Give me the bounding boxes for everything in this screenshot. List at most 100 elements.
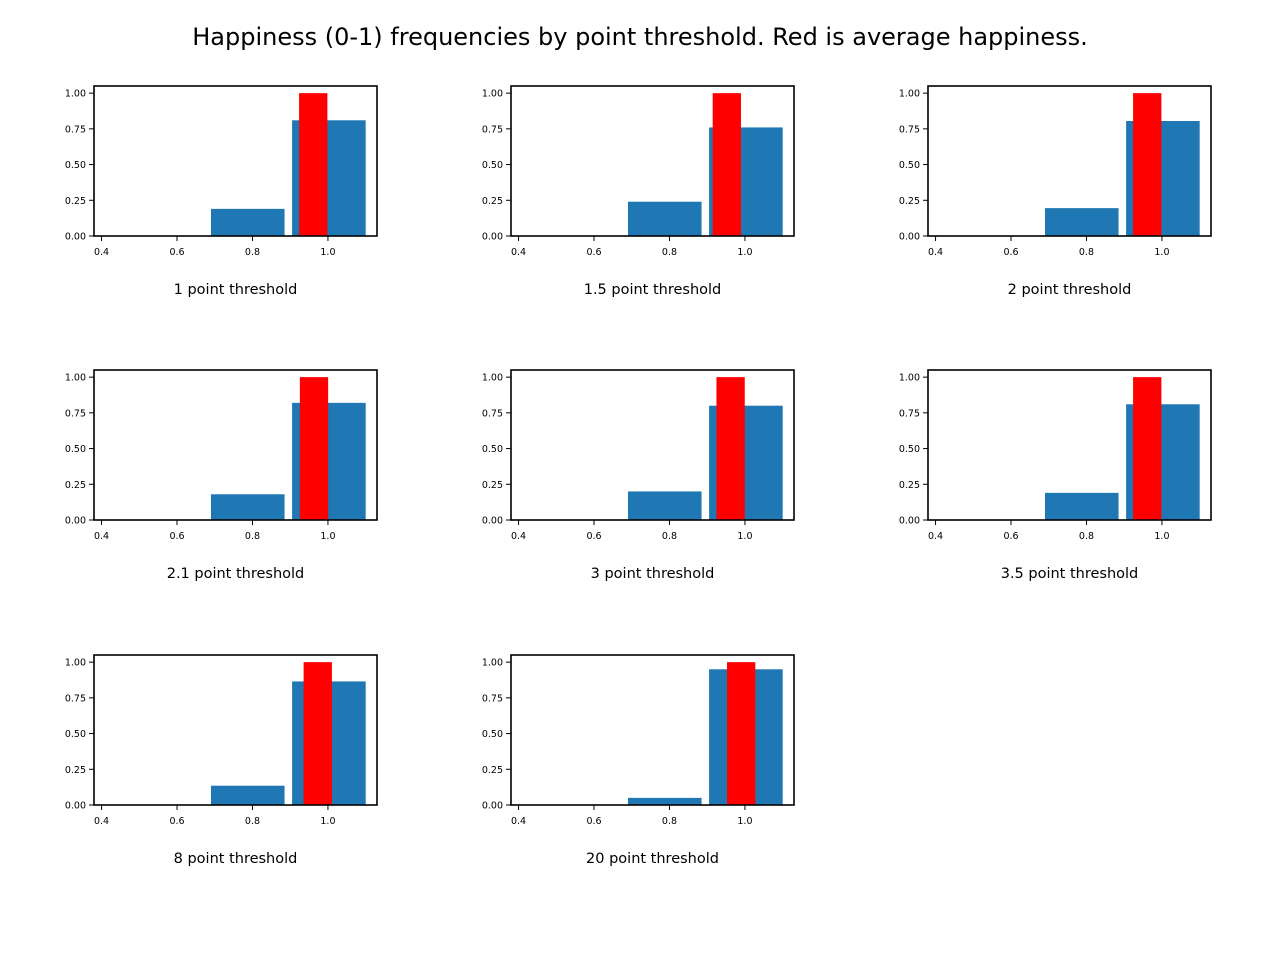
y-tick-label: 0.25 <box>65 480 86 491</box>
y-tick-label: 1.00 <box>482 373 503 384</box>
x-tick-label: 0.6 <box>586 247 601 258</box>
x-tick-label: 1.0 <box>1154 531 1169 542</box>
histogram-bar <box>1044 492 1119 520</box>
subplot-5: 0.00 0.25 0.50 0.75 1.00 0.4 0.6 0.8 1.0 3 point … <box>482 369 795 582</box>
x-tick-label: 0.4 <box>511 247 526 258</box>
x-axis-label: 1 point threshold <box>174 282 298 298</box>
histogram-bar <box>210 208 285 236</box>
axes-frame <box>510 85 795 237</box>
x-tick-label: 0.6 <box>1003 531 1018 542</box>
x-tick-label: 0.4 <box>928 247 943 258</box>
y-tick-label: 1.00 <box>65 373 86 384</box>
y-tick-label: 0.00 <box>482 801 503 812</box>
x-tick-label: 0.8 <box>1079 531 1094 542</box>
average-bar <box>716 377 745 520</box>
y-tick-label: 0.25 <box>65 765 86 776</box>
y-tick-label: 0.00 <box>899 232 920 243</box>
average-bar <box>712 93 741 237</box>
y-tick-label: 0.25 <box>482 196 503 207</box>
y-tick-label: 0.75 <box>482 693 503 704</box>
subplot-6: 0.00 0.25 0.50 0.75 1.00 0.4 0.6 0.8 1.0 3.5 poin… <box>899 369 1212 582</box>
y-tick-label: 0.75 <box>65 408 86 419</box>
y-tick-label: 0.75 <box>65 124 86 135</box>
x-tick-label: 0.8 <box>245 531 260 542</box>
histogram-bar <box>627 201 702 236</box>
x-tick-label: 0.6 <box>586 816 601 827</box>
x-tick-label: 0.6 <box>169 816 184 827</box>
y-tick-label: 0.25 <box>482 480 503 491</box>
y-tick-label: 0.00 <box>65 516 86 527</box>
average-bar <box>299 377 329 520</box>
histogram-bar <box>627 797 702 805</box>
average-bar <box>1133 93 1162 237</box>
x-tick-label: 0.8 <box>662 247 677 258</box>
x-tick-label: 0.6 <box>1003 247 1018 258</box>
average-bar <box>303 662 332 805</box>
subplot-8: 0.00 0.25 0.50 0.75 1.00 0.4 0.6 0.8 1.0 20 point… <box>482 654 795 867</box>
x-tick-label: 1.0 <box>320 531 335 542</box>
x-tick-label: 0.4 <box>511 816 526 827</box>
y-tick-label: 0.00 <box>482 516 503 527</box>
subplot-7: 0.00 0.25 0.50 0.75 1.00 0.4 0.6 0.8 1.0 8 point … <box>65 654 378 867</box>
y-tick-label: 0.50 <box>482 729 503 740</box>
axes-frame <box>93 654 378 806</box>
y-tick-label: 0.00 <box>65 232 86 243</box>
y-tick-label: 0.50 <box>482 160 503 171</box>
x-tick-label: 0.8 <box>662 531 677 542</box>
subplot-1: 0.00 0.25 0.50 0.75 1.00 0.4 0.6 0.8 1.0 1 point … <box>65 85 378 298</box>
y-tick-label: 1.00 <box>65 89 86 100</box>
x-tick-label: 0.6 <box>586 531 601 542</box>
y-tick-label: 0.75 <box>65 693 86 704</box>
x-axis-label: 3.5 point threshold <box>1001 566 1139 582</box>
histogram-bar <box>210 494 285 520</box>
y-tick-label: 1.00 <box>65 658 86 669</box>
y-tick-label: 1.00 <box>482 89 503 100</box>
x-tick-label: 0.4 <box>94 247 109 258</box>
axes-frame <box>510 369 795 521</box>
y-tick-label: 0.75 <box>899 124 920 135</box>
axes-frame <box>93 85 378 237</box>
average-bar <box>727 662 756 805</box>
y-tick-label: 0.75 <box>899 408 920 419</box>
x-tick-label: 1.0 <box>1154 247 1169 258</box>
x-axis-label: 2 point threshold <box>1008 282 1132 298</box>
x-tick-label: 0.4 <box>94 531 109 542</box>
subplot-grid: 0.00 0.25 0.50 0.75 1.00 0.4 0.6 0.8 1.0 1 point … <box>65 85 1212 867</box>
x-tick-label: 0.8 <box>662 816 677 827</box>
figure-title: Happiness (0-1) frequencies by point thr… <box>192 23 1088 51</box>
y-tick-label: 0.75 <box>482 408 503 419</box>
x-axis-label: 8 point threshold <box>174 851 298 867</box>
x-tick-label: 0.8 <box>245 816 260 827</box>
x-axis-label: 1.5 point threshold <box>584 282 722 298</box>
subplot-4: 0.00 0.25 0.50 0.75 1.00 0.4 0.6 0.8 1.0 2.1 poin… <box>65 369 378 582</box>
x-tick-label: 1.0 <box>320 247 335 258</box>
x-tick-label: 1.0 <box>737 816 752 827</box>
x-tick-label: 0.4 <box>511 531 526 542</box>
y-tick-label: 0.75 <box>482 124 503 135</box>
y-tick-label: 0.25 <box>899 196 920 207</box>
y-tick-label: 1.00 <box>482 658 503 669</box>
axes-frame <box>927 369 1212 521</box>
histogram-bar <box>210 785 285 805</box>
y-tick-label: 0.00 <box>899 516 920 527</box>
x-tick-label: 0.6 <box>169 531 184 542</box>
x-axis-label: 2.1 point threshold <box>167 566 305 582</box>
x-axis-label: 3 point threshold <box>591 566 715 582</box>
y-tick-label: 0.50 <box>482 444 503 455</box>
y-tick-label: 0.25 <box>482 765 503 776</box>
y-tick-label: 0.50 <box>65 444 86 455</box>
y-tick-label: 0.00 <box>65 801 86 812</box>
x-tick-label: 0.8 <box>245 247 260 258</box>
y-tick-label: 0.50 <box>65 160 86 171</box>
x-tick-label: 1.0 <box>320 816 335 827</box>
subplot-3: 0.00 0.25 0.50 0.75 1.00 0.4 0.6 0.8 1.0 2 point … <box>899 85 1212 298</box>
subplot-2: 0.00 0.25 0.50 0.75 1.00 0.4 0.6 0.8 1.0 1.5 poin… <box>482 85 795 298</box>
y-tick-label: 0.50 <box>65 729 86 740</box>
x-tick-label: 1.0 <box>737 531 752 542</box>
average-bar <box>1133 377 1162 520</box>
y-tick-label: 1.00 <box>899 373 920 384</box>
x-tick-label: 0.4 <box>94 816 109 827</box>
histogram-bar <box>627 491 702 520</box>
